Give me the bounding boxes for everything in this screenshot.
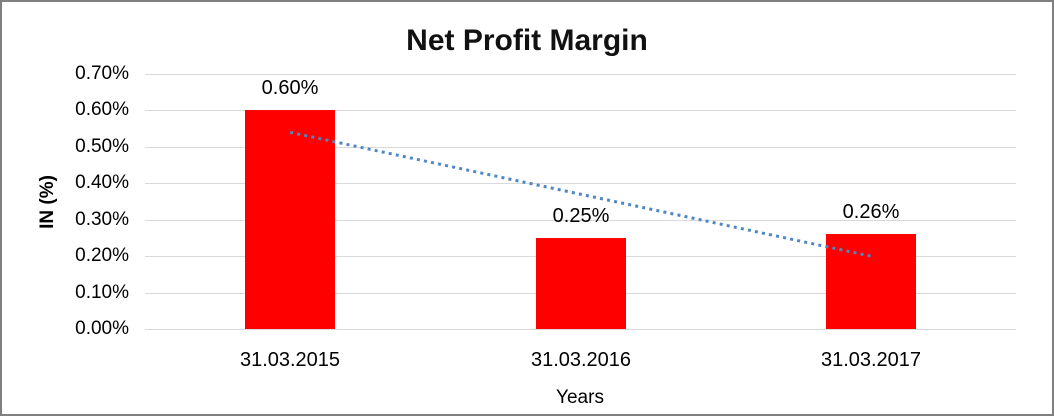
data-label: 0.60% — [261, 77, 319, 99]
y-tick-label: 0.10% — [75, 282, 129, 303]
bar-31.03.2015 — [245, 110, 335, 329]
bar-31.03.2017 — [826, 234, 916, 329]
y-tick-label: 0.60% — [75, 99, 129, 120]
y-tick-label: 0.20% — [75, 245, 129, 266]
gridline — [145, 110, 1016, 111]
gridline — [145, 74, 1016, 75]
bar-31.03.2016 — [536, 238, 626, 329]
y-tick-label: 0.70% — [75, 63, 129, 84]
y-tick-label: 0.50% — [75, 136, 129, 157]
x-tick-label: 31.03.2015 — [239, 349, 341, 371]
chart-title: Net Profit Margin — [406, 24, 648, 57]
x-tick-label: 31.03.2017 — [820, 349, 922, 371]
x-axis-title: Years — [556, 387, 604, 408]
y-tick-label: 0.30% — [75, 209, 129, 230]
y-tick-label: 0.40% — [75, 172, 129, 193]
y-axis-title: IN (%) — [37, 175, 58, 229]
gridline — [145, 329, 1016, 330]
data-label: 0.25% — [552, 205, 610, 227]
x-tick-label: 31.03.2016 — [530, 349, 632, 371]
data-label: 0.26% — [842, 201, 900, 223]
y-tick-label: 0.00% — [75, 318, 129, 339]
